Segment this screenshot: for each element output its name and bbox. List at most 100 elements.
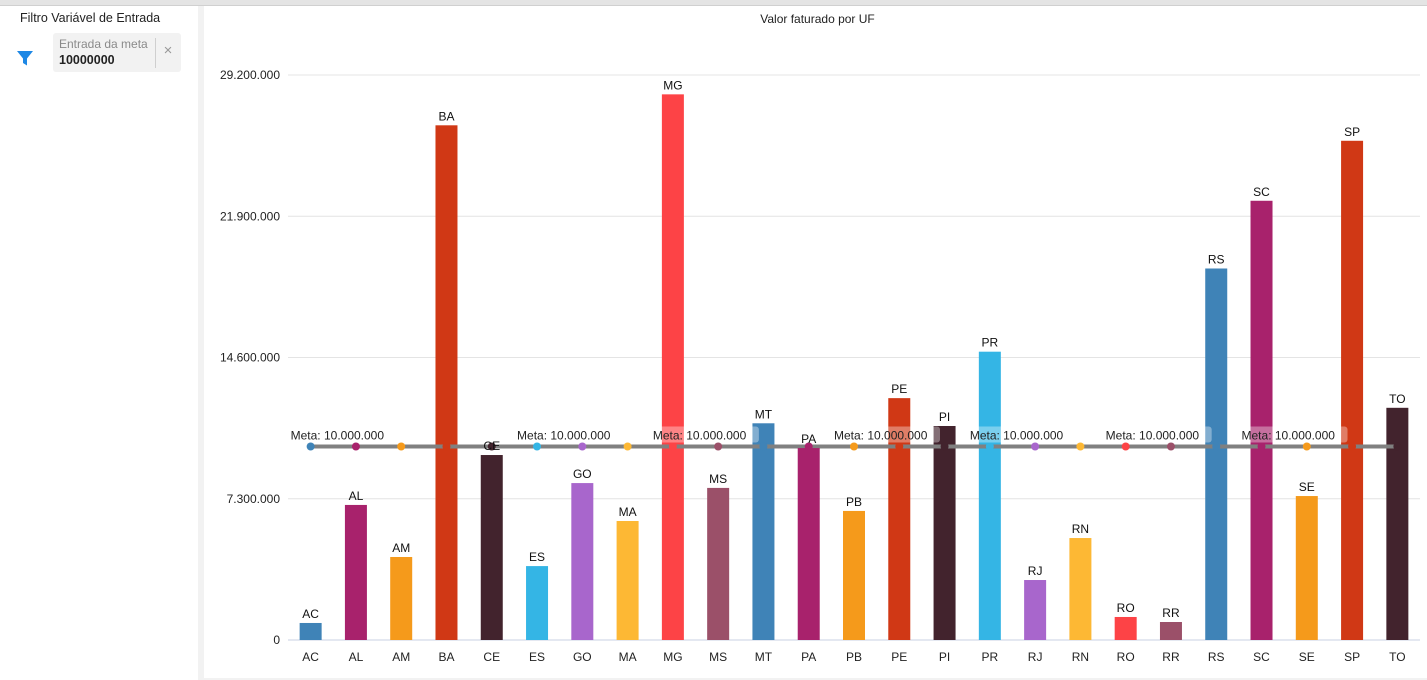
- x-tick-label: SE: [1299, 650, 1315, 664]
- meta-label: Meta: 10.000.000: [517, 429, 611, 443]
- bar-rj: [1024, 580, 1047, 640]
- gridlines: [288, 74, 1420, 641]
- meta-point: [1031, 442, 1040, 451]
- x-tick-label: PE: [891, 650, 907, 664]
- data-label: PA: [801, 432, 816, 446]
- data-label: RO: [1117, 601, 1135, 615]
- x-tick-label: MG: [663, 650, 682, 664]
- bar-pr: [978, 351, 1001, 640]
- bar-pa: [797, 448, 820, 640]
- x-tick-label: PR: [982, 650, 999, 664]
- data-label: MA: [619, 505, 637, 519]
- bar-am: [390, 556, 413, 640]
- bar-ac: [299, 622, 322, 640]
- data-label: AM: [392, 541, 410, 555]
- x-tick-label: BA: [438, 650, 454, 664]
- meta-point: [1121, 442, 1130, 451]
- y-tick-label: 21.900.000: [220, 209, 280, 223]
- filter-panel: Filtro Variável de Entrada Entrada da me…: [0, 6, 198, 680]
- data-label: RJ: [1028, 564, 1043, 578]
- data-labels: AC AL AM BA CE ES GO MA MG MS MT PA PB PE PI PR RJ RN RO RR…: [302, 78, 1405, 621]
- meta-label: Meta: 10.000.000: [834, 429, 928, 443]
- meta-point: [578, 442, 587, 451]
- y-tick-label: 29.200.000: [220, 68, 280, 82]
- chart-panel: Valor faturado por UF 0 7.300.000 14.600.0…: [204, 6, 1427, 678]
- x-tick-label: PA: [801, 650, 816, 664]
- x-tick-label: CE: [483, 650, 500, 664]
- x-tick-label: RR: [1162, 650, 1180, 664]
- meta-input-field[interactable]: Entrada da meta 10000000 ×: [53, 33, 181, 72]
- meta-point: [1302, 442, 1311, 451]
- meta-label-bg: [832, 426, 940, 443]
- bar-rn: [1069, 538, 1092, 640]
- meta-point: [442, 442, 451, 451]
- meta-point: [351, 442, 360, 451]
- bars: [435, 94, 1409, 641]
- x-tick-label: AC: [302, 650, 319, 664]
- bar-mt: [752, 423, 775, 640]
- x-tick-label: MA: [619, 650, 637, 664]
- bar-ba: [435, 125, 458, 640]
- x-tick-label: GO: [573, 650, 592, 664]
- meta-label: Meta: 10.000.000: [1242, 429, 1336, 443]
- x-tick-label: PI: [939, 650, 950, 664]
- meta-point: [850, 442, 858, 451]
- x-tick-label: AM: [392, 650, 410, 664]
- x-tick-label: AL: [349, 650, 364, 664]
- meta-point: [1076, 442, 1085, 451]
- meta-input-label: Entrada da meta: [59, 37, 148, 51]
- bar-sp: [1341, 140, 1364, 641]
- meta-point: [1393, 442, 1402, 451]
- data-label: AC: [302, 607, 319, 621]
- data-label: PB: [846, 495, 862, 509]
- bar-go: [571, 483, 594, 640]
- meta-point: [895, 442, 904, 451]
- y-axis-ticks: 0 7.300.000 14.600.000 21.900.000 29.200.000: [220, 68, 280, 647]
- data-label: SE: [1299, 480, 1315, 494]
- bars-over-line: [299, 448, 1318, 640]
- data-label: PE: [891, 382, 907, 396]
- data-label: BA: [438, 109, 454, 123]
- filter-separator: [155, 38, 156, 68]
- data-label: GO: [573, 467, 592, 481]
- filter-icon[interactable]: [16, 49, 34, 67]
- data-label: PI: [939, 410, 950, 424]
- meta-label-bg: [967, 426, 1076, 443]
- meta-point: [940, 442, 949, 451]
- filter-panel-title: Filtro Variável de Entrada: [20, 11, 161, 25]
- bar-al: [344, 504, 367, 640]
- top-strip: [0, 0, 1427, 6]
- x-tick-label: MT: [755, 650, 773, 664]
- x-tick-label: MS: [709, 650, 727, 664]
- bar-ms: [707, 487, 730, 640]
- meta-point: [1348, 442, 1357, 451]
- meta-point: [623, 442, 632, 451]
- data-label: RS: [1208, 252, 1225, 266]
- x-tick-label: SP: [1344, 650, 1360, 664]
- y-tick-label: 14.600.000: [220, 351, 280, 365]
- meta-label: Meta: 10.000.000: [291, 429, 385, 443]
- bar-rs: [1205, 268, 1228, 640]
- data-label: RN: [1072, 522, 1089, 536]
- meta-label: Meta: 10.000.000: [653, 429, 747, 443]
- meta-label: Meta: 10.000.000: [970, 429, 1064, 443]
- bar-sc: [1250, 200, 1273, 640]
- x-tick-label: ES: [529, 650, 545, 664]
- data-label: SP: [1344, 125, 1360, 139]
- bar-chart: 0 7.300.000 14.600.000 21.900.000 29.200.000…: [220, 68, 1420, 664]
- x-tick-label: RO: [1117, 650, 1135, 664]
- x-tick-label: PB: [846, 650, 862, 664]
- meta-point: [306, 442, 315, 451]
- meta-label-bg: [288, 426, 397, 443]
- close-icon[interactable]: ×: [163, 42, 173, 59]
- y-tick-label: 0: [273, 633, 280, 647]
- meta-label-bg: [650, 426, 759, 443]
- meta-point: [487, 442, 496, 451]
- data-label: MT: [755, 407, 773, 421]
- meta-point: [1212, 442, 1221, 451]
- meta-input-value[interactable]: 10000000: [59, 53, 115, 67]
- x-tick-label: SC: [1253, 650, 1270, 664]
- bar-ce: [480, 455, 503, 640]
- reference-line-labels: Meta: 10.000.000 Meta: 10.000.000 Meta: 10…: [288, 426, 1348, 451]
- meta-label-bg: [515, 426, 624, 443]
